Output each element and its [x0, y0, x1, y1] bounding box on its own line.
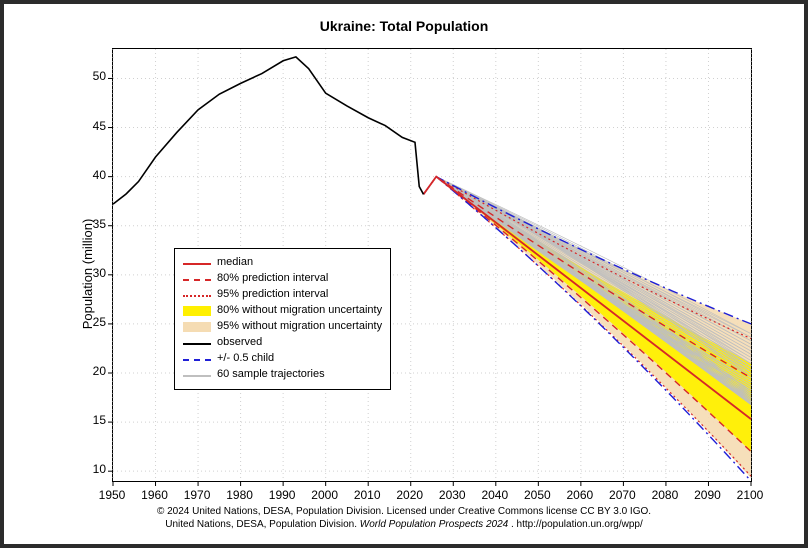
legend-item: median: [183, 255, 382, 271]
y-tick-label: 50: [76, 69, 106, 83]
x-tick-label: 2020: [390, 488, 430, 502]
x-tick-label: 1950: [92, 488, 132, 502]
legend-swatch: [183, 322, 211, 332]
legend-item: 80% prediction interval: [183, 271, 382, 287]
y-tick-label: 25: [76, 315, 106, 329]
x-tick-label: 2070: [602, 488, 642, 502]
legend-swatch: [183, 370, 211, 380]
x-tick-label: 2030: [432, 488, 472, 502]
legend-label: median: [217, 255, 253, 271]
x-tick-label: 1960: [135, 488, 175, 502]
legend-swatch: [183, 258, 211, 268]
y-tick-label: 15: [76, 413, 106, 427]
y-tick-label: 45: [76, 119, 106, 133]
x-tick-label: 2050: [517, 488, 557, 502]
legend-swatch: [183, 338, 211, 348]
y-tick-label: 10: [76, 462, 106, 476]
y-tick-label: 40: [76, 168, 106, 182]
legend-swatch: [183, 354, 211, 364]
legend-label: 95% without migration uncertainty: [217, 319, 382, 335]
chart-title-text: Ukraine: Total Population: [320, 18, 489, 34]
legend-label: 95% prediction interval: [217, 287, 328, 303]
x-tick-label: 1990: [262, 488, 302, 502]
legend-item: observed: [183, 335, 382, 351]
y-tick-label: 20: [76, 364, 106, 378]
credit-line-2: United Nations, DESA, Population Divisio…: [4, 519, 804, 530]
legend-label: 80% without migration uncertainty: [217, 303, 382, 319]
x-tick-label: 2090: [687, 488, 727, 502]
legend-item: 60 sample trajectories: [183, 367, 382, 383]
x-tick-label: 2060: [560, 488, 600, 502]
x-tick-label: 2080: [645, 488, 685, 502]
legend-label: observed: [217, 335, 262, 351]
legend-item: 95% prediction interval: [183, 287, 382, 303]
credit-2b: World Population Prospects 2024: [360, 519, 508, 530]
chart-title: Ukraine: Total Population: [4, 18, 804, 36]
legend-label: +/- 0.5 child: [217, 351, 274, 367]
legend: median80% prediction interval95% predict…: [174, 248, 391, 390]
legend-label: 60 sample trajectories: [217, 367, 325, 383]
chart-frame: Ukraine: Total Population Population (mi…: [0, 0, 808, 548]
y-tick-label: 35: [76, 217, 106, 231]
credit-2c: . http://population.un.org/wpp/: [508, 519, 643, 530]
legend-item: +/- 0.5 child: [183, 351, 382, 367]
x-tick-label: 2000: [305, 488, 345, 502]
legend-item: 95% without migration uncertainty: [183, 319, 382, 335]
x-tick-label: 1980: [220, 488, 260, 502]
credit-2a: United Nations, DESA, Population Divisio…: [165, 519, 360, 530]
x-tick-label: 2010: [347, 488, 387, 502]
credit-line-1: © 2024 United Nations, DESA, Population …: [4, 506, 804, 517]
legend-swatch: [183, 274, 211, 284]
legend-swatch: [183, 290, 211, 300]
legend-swatch: [183, 306, 211, 316]
x-tick-label: 2100: [730, 488, 770, 502]
y-tick-label: 30: [76, 266, 106, 280]
legend-label: 80% prediction interval: [217, 271, 328, 287]
legend-item: 80% without migration uncertainty: [183, 303, 382, 319]
x-tick-label: 1970: [177, 488, 217, 502]
x-tick-label: 2040: [475, 488, 515, 502]
